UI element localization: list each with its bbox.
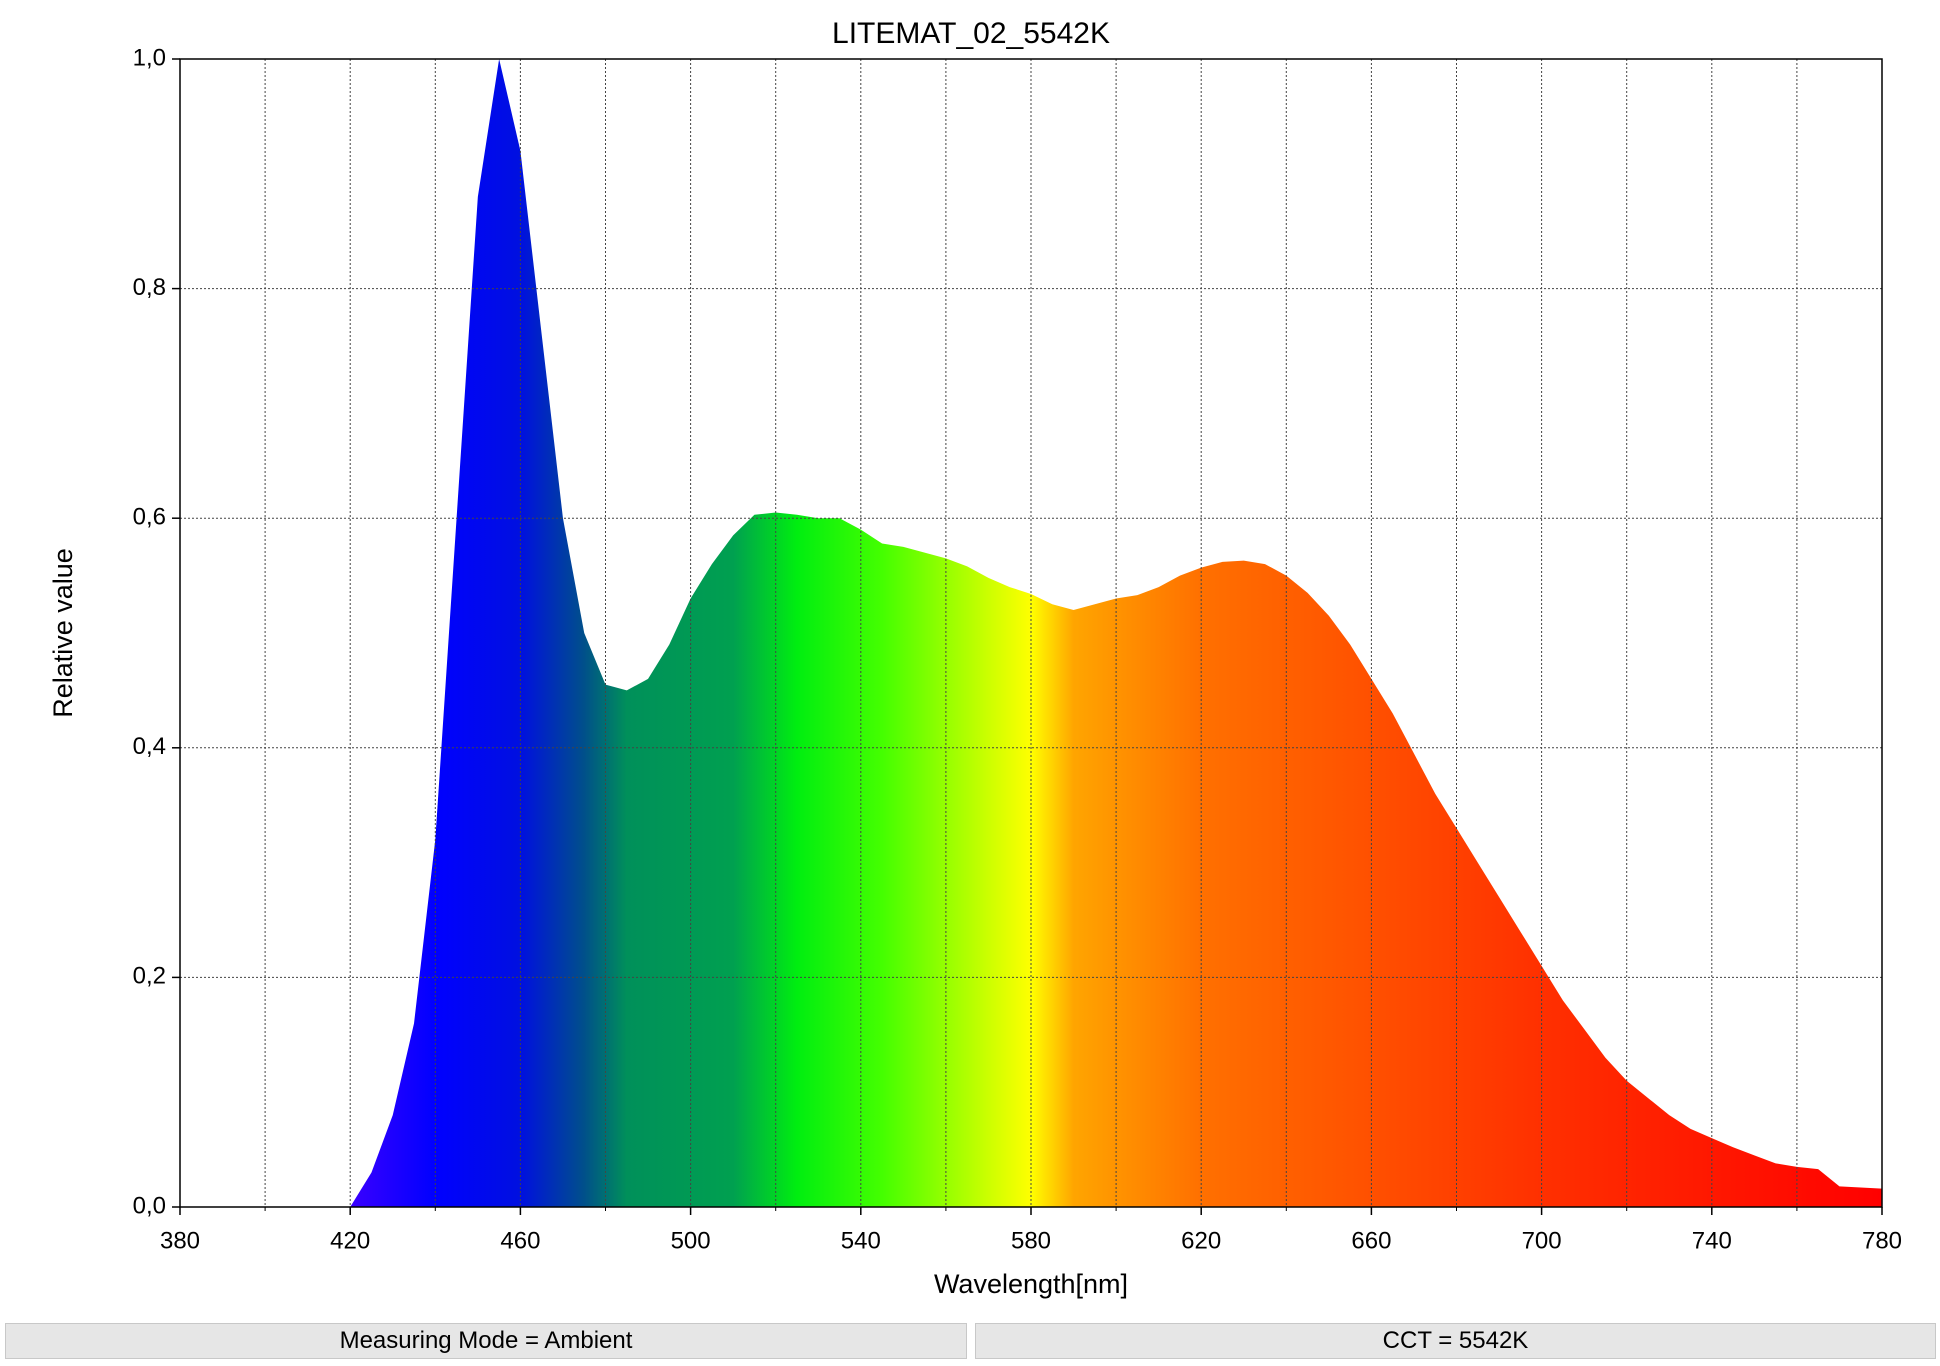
y-tick-label: 0,6 — [133, 504, 166, 531]
chart: LITEMAT_02_5542K Wavelength[nm] Relative… — [48, 17, 1902, 1299]
x-tick-label: 500 — [671, 1227, 711, 1254]
x-tick-label: 660 — [1351, 1227, 1391, 1254]
y-tick-label: 0,8 — [133, 274, 166, 301]
y-tick-label: 0,2 — [133, 963, 166, 990]
x-tick-label: 540 — [841, 1227, 881, 1254]
status-button[interactable]: Measuring Mode = Ambient — [5, 1323, 967, 1359]
x-tick-label: 620 — [1181, 1227, 1221, 1254]
y-tick-label: 0,0 — [133, 1192, 166, 1219]
status-button[interactable]: CCT = 5542K — [975, 1323, 1936, 1359]
y-tick-label: 1,0 — [133, 44, 166, 71]
x-tick-label: 380 — [160, 1227, 200, 1254]
x-tick-label: 780 — [1862, 1227, 1902, 1254]
x-tick-label: 580 — [1011, 1227, 1051, 1254]
x-axis-label: Wavelength[nm] — [934, 1269, 1128, 1299]
x-tick-label: 700 — [1522, 1227, 1562, 1254]
x-tick-label: 460 — [500, 1227, 540, 1254]
y-tick-label: 0,4 — [133, 733, 166, 760]
chart-title: LITEMAT_02_5542K — [832, 17, 1110, 50]
x-tick-label: 420 — [330, 1227, 370, 1254]
y-axis-label: Relative value — [48, 548, 78, 718]
x-tick-label: 740 — [1692, 1227, 1732, 1254]
